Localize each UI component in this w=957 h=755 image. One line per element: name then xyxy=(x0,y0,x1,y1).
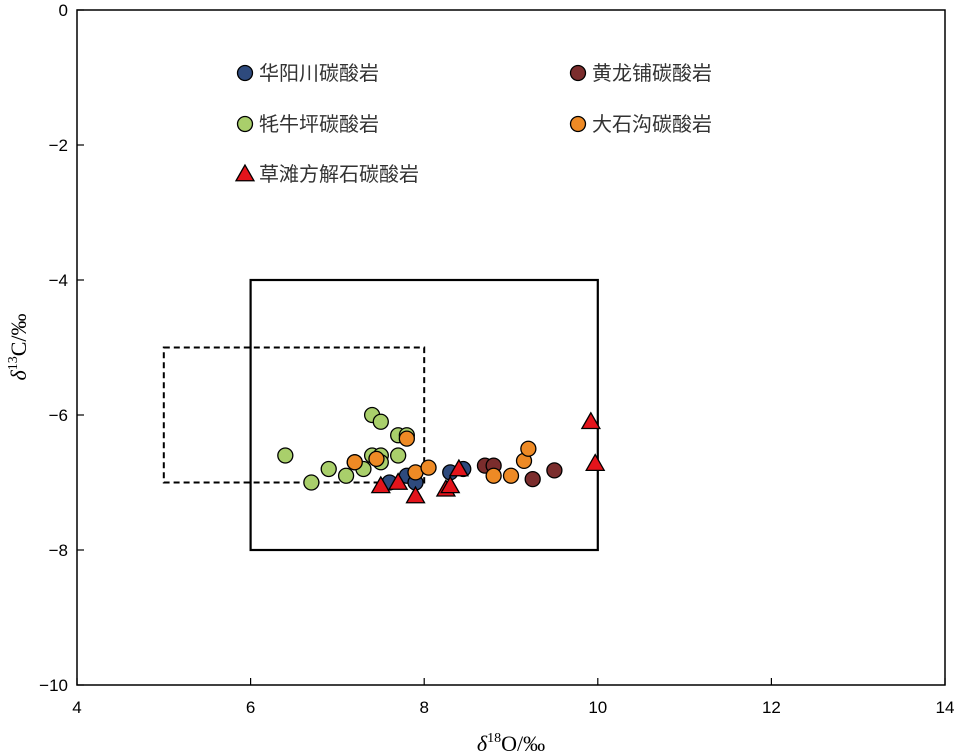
data-point-circle xyxy=(337,467,355,484)
x-tick-label: 12 xyxy=(762,698,781,717)
data-point-circle xyxy=(303,474,320,491)
legend-label: 草滩方解石碳酸岩 xyxy=(259,162,419,186)
dashed-region-box xyxy=(162,346,426,484)
y-axis-title: δ13C/‰ xyxy=(6,313,31,380)
y-tick-label: −8 xyxy=(49,541,68,560)
data-point-circle xyxy=(368,450,385,468)
data-point-circle xyxy=(320,460,337,478)
data-point-triangle xyxy=(448,458,470,477)
solid-region-box xyxy=(249,278,599,552)
x-tick-label: 6 xyxy=(246,698,255,717)
data-point-circle xyxy=(546,462,563,479)
legend-item: 草滩方解石碳酸岩 xyxy=(234,162,419,186)
legend-item: 黄龙铺碳酸岩 xyxy=(569,61,712,85)
legend-marker xyxy=(569,115,587,133)
x-tick-label: 4 xyxy=(72,698,81,717)
data-point-circle xyxy=(346,454,363,471)
legend-marker xyxy=(234,163,256,182)
data-point-circle xyxy=(390,447,407,464)
y-tick-label: −4 xyxy=(49,271,68,290)
x-tick-label: 10 xyxy=(588,698,607,717)
data-point-triangle xyxy=(440,475,461,494)
region-boxes xyxy=(162,278,599,552)
x-axis-title: δ18O/‰ xyxy=(477,731,545,755)
legend-marker xyxy=(236,64,254,82)
legend-item: 华阳川碳酸岩 xyxy=(236,61,379,85)
x-tick-label: 14 xyxy=(936,698,955,717)
y-tick-label: 0 xyxy=(59,1,68,20)
data-points xyxy=(277,406,606,504)
data-point-triangle xyxy=(388,472,409,490)
y-tick-label: −6 xyxy=(49,406,68,425)
legend-label: 华阳川碳酸岩 xyxy=(259,61,379,85)
data-point-circle xyxy=(398,430,415,447)
data-point-circle xyxy=(520,440,537,457)
series-group xyxy=(370,411,606,504)
legend-item: 牦牛坪碳酸岩 xyxy=(236,112,379,136)
data-point-circle xyxy=(524,470,541,488)
legend-marker xyxy=(236,115,254,133)
legend-label: 大石沟碳酸岩 xyxy=(592,112,712,136)
legend-item: 大石沟碳酸岩 xyxy=(569,112,712,136)
y-tick-label: −10 xyxy=(39,676,68,695)
x-tick-label: 8 xyxy=(419,698,428,717)
data-point-circle xyxy=(277,447,294,464)
legend-label: 牦牛坪碳酸岩 xyxy=(259,112,379,136)
axis-ticks: 4 6 8 10 12 14 0 −2 −4 −6 −8 −10 xyxy=(39,1,954,717)
legend-label: 黄龙铺碳酸岩 xyxy=(592,61,712,85)
data-point-triangle xyxy=(405,485,426,504)
data-point-triangle xyxy=(370,475,391,494)
y-tick-label: −2 xyxy=(49,136,68,155)
legend-marker xyxy=(569,64,587,82)
series-group xyxy=(346,430,537,484)
data-point-circle xyxy=(502,467,520,484)
plot-area-frame xyxy=(76,9,946,686)
data-point-triangle xyxy=(580,411,601,430)
data-point-triangle xyxy=(585,453,606,472)
data-point-circle xyxy=(420,459,437,476)
data-point-circle xyxy=(372,413,389,430)
data-point-circle xyxy=(485,467,502,484)
